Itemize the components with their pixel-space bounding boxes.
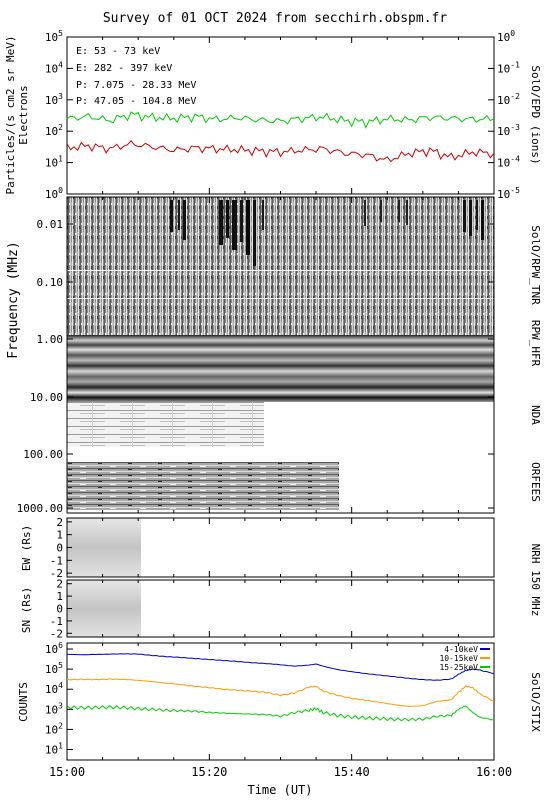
nrh-sn-tick-label: -1	[50, 615, 63, 628]
particles-legend-p2: P: 47.05 - 104.8 MeV	[76, 96, 196, 107]
particles-series-line	[66, 140, 495, 163]
nrh-right-label: NRH 150 MHz	[529, 544, 542, 617]
particles-right-tick-label: 100	[497, 29, 515, 44]
nrh-ew-tick-label: 0	[56, 542, 63, 555]
radio-label-tnr: SolO/RPW_TNR	[529, 225, 542, 305]
stix-lines	[66, 653, 495, 722]
particles-right-ticks: 10-5 10-4 10-3 10-2 10-1 100	[488, 29, 520, 201]
particles-right-tick-label: 10-5	[497, 186, 520, 201]
particles-right-tick-label: 10-2	[497, 92, 520, 107]
orfees-spectrogram	[67, 462, 339, 510]
nrh-sn-image	[67, 580, 141, 637]
nrh-ew-panel: 210-1-2 EW (Rs)	[20, 516, 495, 580]
stix-series-line	[66, 704, 495, 722]
radio-ylabel: Frequency (MHz)	[6, 241, 21, 358]
stix-legend-label: 15-25keV	[439, 663, 478, 672]
particles-lines	[66, 111, 495, 163]
particles-legend-p1: P: 7.075 - 28.33 MeV	[76, 80, 196, 91]
stix-series-line	[66, 653, 495, 681]
stix-tick-label: 105	[45, 661, 63, 676]
radio-tick-label: 100.00	[23, 448, 63, 461]
radio-label-orfees: ORFEES	[529, 462, 542, 502]
x-tick-label: 15:00	[49, 765, 85, 779]
particles-frame	[66, 36, 495, 195]
particles-left-tick-label: 101	[45, 155, 63, 170]
stix-frame	[66, 642, 495, 761]
radio-tick-label: 1000.00	[17, 502, 63, 515]
nrh-sn-panel: 210-1-2 SN (Rs)	[20, 578, 495, 640]
particles-ylabel2: Electrons	[17, 85, 30, 145]
nrh-sn-tick-label: -2	[50, 627, 63, 640]
x-tick-label: 15:40	[334, 765, 370, 779]
radio-tick-label: 0.10	[37, 276, 64, 289]
particles-legend-e2: E: 282 - 397 keV	[76, 63, 172, 74]
stix-tick-label: 106	[45, 641, 63, 656]
particles-right-tick-label: 10-3	[497, 123, 520, 138]
particles-right-tick-label: 10-1	[497, 60, 520, 75]
tnr-bursts	[67, 200, 494, 299]
particles-left-tick-label: 100	[45, 186, 63, 201]
nrh-ew-image	[67, 518, 141, 577]
stix-tick-label: 103	[45, 701, 63, 716]
radio-tick-label: 10.00	[30, 391, 63, 404]
particles-series-line	[66, 111, 495, 129]
x-axis: 15:00 15:20 15:40 16:00	[49, 37, 512, 779]
stix-tick-label: 102	[45, 721, 63, 736]
nrh-ew-tick-label: 1	[56, 529, 63, 542]
nrh-ew-ylabel: EW (Rs)	[20, 525, 33, 571]
particles-right-label: SolO/EPD (ions)	[529, 65, 542, 164]
tnr-spectrogram	[67, 197, 494, 335]
stix-legend-label: 10-15keV	[439, 654, 478, 663]
stix-tick-label: 104	[45, 681, 63, 696]
nrh-ew-ticks: 210-1-2	[50, 516, 72, 580]
nrh-sn-tick-label: 0	[56, 603, 63, 616]
particles-left-tick-label: 105	[45, 29, 63, 44]
particles-legend-e1: E: 53 - 73 keV	[76, 46, 160, 57]
radio-label-nda: NDA	[529, 405, 542, 425]
particles-right-tick-label: 10-4	[497, 155, 520, 170]
radio-tick-label: 1.00	[37, 333, 64, 346]
hfr-spectrogram	[67, 335, 494, 402]
stix-panel: 101 102 103 104 105 106 4-10keV10-15keV15-25k…	[17, 641, 542, 761]
particles-left-tick-label: 103	[45, 92, 63, 107]
stix-tick-label: 101	[45, 741, 63, 756]
stix-series-line	[66, 678, 495, 707]
nrh-ew-tick-label: 2	[56, 516, 63, 529]
x-tick-label: 15:20	[191, 765, 227, 779]
particles-left-ticks: 100 101 102 103 104 105	[45, 29, 73, 201]
nrh-sn-tick-label: 1	[56, 590, 63, 603]
radio-ticks: 0.01 0.10 1.00 10.00 100.00 1000.00	[17, 218, 494, 515]
radio-panel: 0.01 0.10 1.00 10.00 100.00 1000.00 Frequency…	[6, 196, 542, 515]
nrh-ew-tick-label: -1	[50, 554, 63, 567]
x-tick-label: 16:00	[476, 765, 512, 779]
stix-ticks: 101 102 103 104 105 106	[45, 641, 73, 756]
particles-ylabel: Particles/(s cm2 sr MeV)	[4, 36, 17, 195]
nda-spectrogram	[67, 402, 264, 447]
nrh-sn-tick-label: 2	[56, 578, 63, 591]
stix-legend-label: 4-10keV	[444, 645, 478, 654]
nrh-ew-tick-label: -2	[50, 567, 63, 580]
radio-label-hfr: RPW_HFR	[529, 320, 542, 367]
x-axis-label: Time (UT)	[247, 783, 312, 797]
nrh-sn-ylabel: SN (Rs)	[20, 587, 33, 633]
radio-tick-label: 0.01	[37, 218, 64, 231]
stix-right-label: SolO/STIX	[529, 672, 542, 732]
page-title: Survey of 01 OCT 2024 from secchirh.obsp…	[103, 11, 448, 26]
particles-left-tick-label: 104	[45, 60, 63, 75]
particles-left-tick-label: 102	[45, 123, 63, 138]
nrh-sn-ticks: 210-1-2	[50, 578, 72, 640]
stix-ylabel: COUNTS	[17, 682, 30, 722]
